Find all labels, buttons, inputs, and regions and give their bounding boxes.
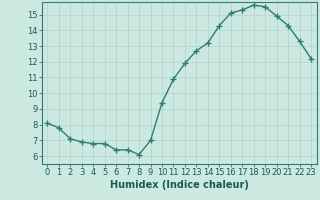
X-axis label: Humidex (Indice chaleur): Humidex (Indice chaleur) xyxy=(110,180,249,190)
